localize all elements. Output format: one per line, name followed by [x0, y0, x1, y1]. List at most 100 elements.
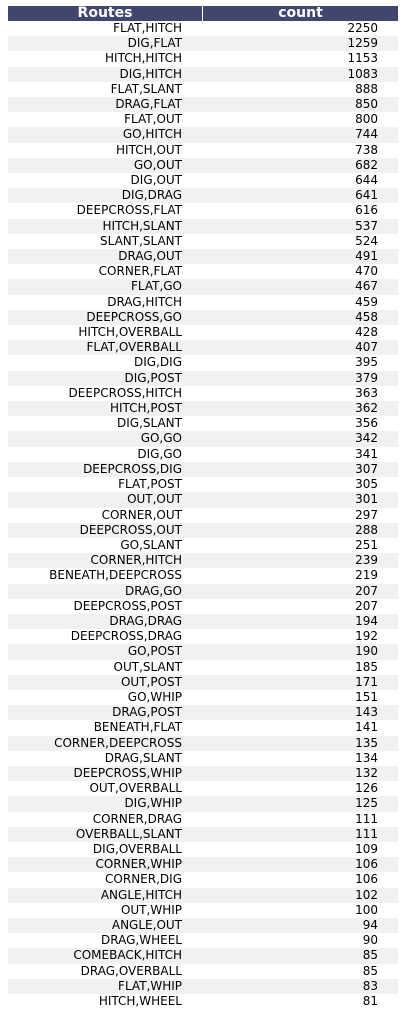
count-cell: 151 — [355, 689, 378, 704]
table-row: HITCH,OUT 738 — [8, 143, 398, 158]
count-cell: 379 — [355, 370, 378, 385]
count-cell: 171 — [355, 674, 378, 689]
route-cell: ANGLE,HITCH — [100, 887, 182, 902]
count-cell: 111 — [355, 826, 378, 841]
route-cell: HITCH,SLANT — [102, 218, 183, 233]
count-cell: 407 — [355, 340, 378, 355]
route-cell: COMEBACK,HITCH — [73, 948, 182, 963]
route-cell: OUT,SLANT — [113, 659, 182, 674]
count-cell: 1083 — [347, 66, 378, 81]
table-row: CORNER,DIG 106 — [8, 872, 398, 887]
table-row: DEEPCROSS,FLAT 616 — [8, 203, 398, 218]
count-cell: 297 — [355, 507, 378, 522]
route-cell: FLAT,GO — [130, 279, 182, 294]
count-cell: 1259 — [347, 36, 378, 51]
count-cell: 192 — [355, 629, 378, 644]
table-row: OUT,OUT 301 — [8, 492, 398, 508]
table-row: DRAG,OVERBALL 85 — [8, 964, 398, 979]
count-cell: 83 — [362, 978, 378, 993]
table-row: FLAT,SLANT 888 — [8, 82, 398, 97]
route-cell: BENEATH,DEEPCROSS — [49, 568, 182, 583]
route-cell: OVERBALL,SLANT — [75, 826, 182, 841]
count-cell: 85 — [362, 963, 378, 978]
route-cell: DIG,OUT — [130, 173, 182, 188]
route-cell: DRAG,GO — [125, 583, 182, 598]
table-row: OUT,WHIP 100 — [8, 903, 398, 918]
count-cell: 363 — [355, 385, 378, 400]
route-cell: DEEPCROSS,HITCH — [68, 385, 182, 400]
table-row: CORNER,DEEPCROSS 135 — [8, 735, 398, 751]
table-row: CORNER,FLAT 470 — [8, 264, 398, 279]
count-cell: 616 — [355, 203, 378, 218]
route-cell: DEEPCROSS,POST — [73, 598, 182, 613]
route-cell: CORNER,HITCH — [90, 553, 182, 568]
table-row: DEEPCROSS,GO 458 — [8, 309, 398, 326]
table-row: GO,POST 190 — [8, 644, 398, 660]
route-cell: DIG,OVERBALL — [92, 841, 182, 856]
table-row: HITCH,OVERBALL 428 — [8, 325, 398, 340]
route-cell: FLAT,HITCH — [113, 21, 182, 35]
table-row: BENEATH,FLAT 141 — [8, 720, 398, 735]
count-cell: 458 — [355, 309, 378, 324]
count-cell: 143 — [355, 705, 378, 720]
table-row: ANGLE,OUT 94 — [8, 917, 398, 934]
count-cell: 102 — [355, 887, 378, 902]
table-row: DRAG,FLAT 850 — [8, 97, 398, 113]
table-row: DRAG,WHEEL 90 — [8, 933, 398, 948]
route-cell: DEEPCROSS,DRAG — [70, 629, 182, 644]
table-row: GO,SLANT 251 — [8, 538, 398, 553]
route-cell: OUT,OUT — [127, 492, 182, 507]
route-cell: DRAG,DRAG — [109, 613, 182, 628]
route-cell: OUT,WHIP — [120, 902, 182, 917]
route-cell: DRAG,FLAT — [115, 97, 182, 112]
count-cell: 644 — [355, 173, 378, 188]
route-cell: DIG,WHIP — [124, 796, 182, 811]
count-cell: 81 — [362, 994, 378, 1008]
count-cell: 251 — [355, 537, 378, 552]
route-cell: SLANT,SLANT — [99, 233, 182, 248]
route-cell: GO,GO — [140, 431, 182, 446]
table-row: FLAT,OUT 800 — [8, 112, 398, 127]
table-row: DIG,WHIP 125 — [8, 796, 398, 812]
table-row: DIG,SLANT 356 — [8, 416, 398, 431]
table-row: DIG,DIG 395 — [8, 355, 398, 370]
table-row: HITCH,POST 362 — [8, 401, 398, 417]
route-cell: DIG,FLAT — [127, 36, 182, 51]
route-cell: DEEPCROSS,FLAT — [76, 203, 182, 218]
table-row: DIG,OVERBALL 109 — [8, 842, 398, 857]
table-row: GO,OUT 682 — [8, 157, 398, 174]
table-row: OVERBALL,SLANT 111 — [8, 826, 398, 842]
table-row: DIG,HITCH 1083 — [8, 66, 398, 82]
table-row: DRAG,OUT 491 — [8, 249, 398, 265]
route-cell: FLAT,WHIP — [118, 978, 182, 993]
route-cell: HITCH,WHEEL — [98, 994, 182, 1008]
route-cell: DRAG,OUT — [118, 249, 182, 264]
header-routes: Routes — [8, 6, 203, 21]
route-cell: CORNER,DIG — [105, 872, 182, 887]
count-cell: 341 — [355, 446, 378, 461]
route-cell: HITCH,OUT — [116, 142, 182, 157]
route-cell: DRAG,OVERBALL — [80, 963, 182, 978]
count-cell: 537 — [355, 218, 378, 233]
table-row: DEEPCROSS,POST 207 — [8, 599, 398, 614]
count-cell: 85 — [362, 948, 378, 963]
route-cell: GO,OUT — [133, 157, 182, 172]
count-cell: 134 — [355, 750, 378, 765]
count-cell: 428 — [355, 325, 378, 340]
route-cell: OUT,POST — [120, 674, 182, 689]
table-row: DEEPCROSS,HITCH 363 — [8, 386, 398, 401]
count-cell: 738 — [355, 142, 378, 157]
count-cell: 395 — [355, 355, 378, 370]
count-cell: 467 — [355, 279, 378, 294]
route-cell: CORNER,DEEPCROSS — [54, 735, 182, 750]
table-row: GO,GO 342 — [8, 431, 398, 447]
count-cell: 1153 — [347, 51, 378, 66]
count-cell: 135 — [355, 735, 378, 750]
table-row: GO,HITCH 744 — [8, 127, 398, 143]
count-cell: 524 — [355, 233, 378, 248]
table-row: DEEPCROSS,DRAG 192 — [8, 629, 398, 644]
count-cell: 194 — [355, 613, 378, 628]
count-cell: 307 — [355, 461, 378, 476]
table-row: HITCH,SLANT 537 — [8, 218, 398, 234]
count-cell: 682 — [355, 157, 378, 172]
